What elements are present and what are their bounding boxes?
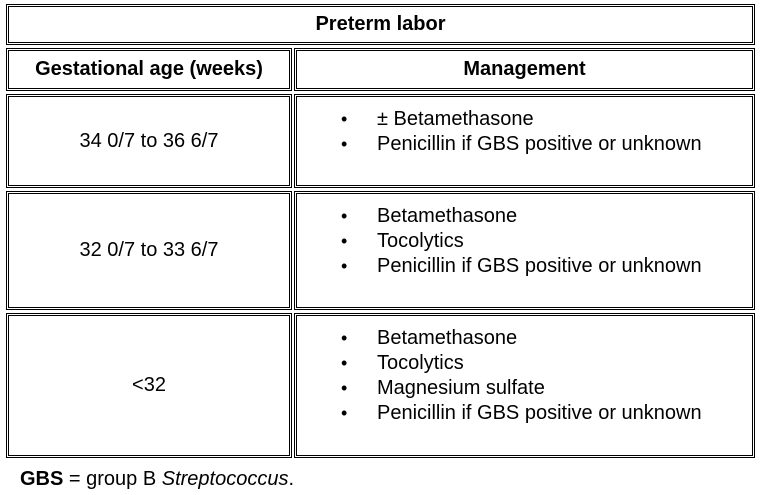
footnote-period: . xyxy=(288,468,295,490)
header-management: Management xyxy=(296,50,753,89)
table-row-3-management: • Betamethasone • Tocolytics • Magnesium su… xyxy=(296,315,753,456)
age-value: 32 0/7 to 33 6/7 xyxy=(79,239,219,261)
list-item: • Tocolytics xyxy=(341,352,464,374)
table-title: Preterm labor xyxy=(8,6,753,43)
list-item: • Magnesium sulfate xyxy=(341,377,545,399)
bullet-icon: • xyxy=(341,328,348,348)
footnote-text: = group B xyxy=(63,468,162,490)
management-list: • ± Betamethasone • Penicillin if GBS posi… xyxy=(297,107,702,157)
age-value: <32 xyxy=(132,374,166,396)
table-row-2-age: 32 0/7 to 33 6/7 xyxy=(8,193,290,308)
management-list: • Betamethasone • Tocolytics • Penicillin i… xyxy=(297,204,702,279)
footnote-abbreviation: GBS xyxy=(20,468,64,490)
list-item: • Penicillin if GBS positive or unknown xyxy=(341,255,702,277)
table-title-text: Preterm labor xyxy=(315,13,446,35)
header-gestational-age: Gestational age (weeks) xyxy=(8,50,290,89)
bullet-icon: • xyxy=(341,109,348,129)
footnote: GBS = group B Streptococcus. xyxy=(20,468,294,491)
list-item: • Betamethasone xyxy=(341,327,518,349)
list-item: • ± Betamethasone xyxy=(341,108,534,130)
list-item: • Betamethasone xyxy=(341,205,518,227)
table-row-1-age: 34 0/7 to 36 6/7 xyxy=(8,96,290,186)
bullet-icon: • xyxy=(341,353,348,373)
management-list: • Betamethasone • Tocolytics • Magnesium su… xyxy=(297,326,702,426)
bullet-icon: • xyxy=(341,231,348,251)
footnote-species: Streptococcus xyxy=(161,468,289,490)
header-management-text: Management xyxy=(463,58,586,80)
list-item: • Penicillin if GBS positive or unknown xyxy=(341,402,702,424)
bullet-icon: • xyxy=(341,378,348,398)
header-gestational-age-text: Gestational age (weeks) xyxy=(35,58,263,80)
table-row-2-management: • Betamethasone • Tocolytics • Penicillin i… xyxy=(296,193,753,308)
list-item: • Tocolytics xyxy=(341,230,464,252)
bullet-icon: • xyxy=(341,206,348,226)
list-item: • Penicillin if GBS positive or unknown xyxy=(341,133,702,155)
bullet-icon: • xyxy=(341,256,348,276)
bullet-icon: • xyxy=(341,403,348,423)
bullet-icon: • xyxy=(341,134,348,154)
age-value: 34 0/7 to 36 6/7 xyxy=(79,129,219,152)
table-row-3-age: <32 xyxy=(8,315,290,456)
table-row-1-management: • ± Betamethasone • Penicillin if GBS posi… xyxy=(296,96,753,186)
